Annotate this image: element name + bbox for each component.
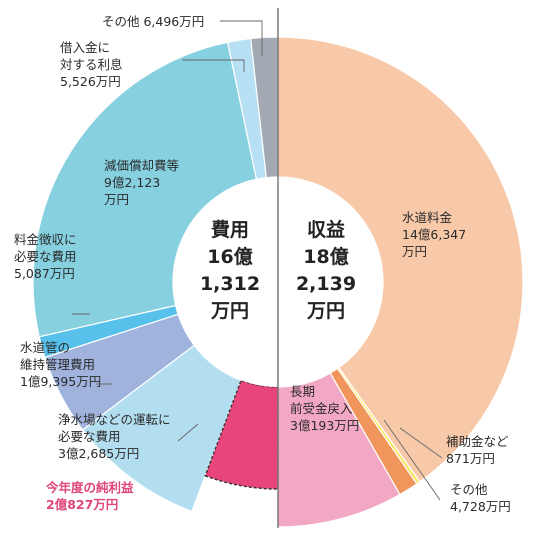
label-revenue-water-fee: 水道料金 14億6,347 万円 [402, 210, 466, 259]
leader-expense-plant-operation [177, 423, 199, 442]
segment-expense-net-profit [204, 379, 279, 490]
label-expense-other: その他 6,496万円 [102, 14, 204, 29]
leader-expense-interest [182, 59, 245, 72]
leader-expense-other [220, 20, 263, 56]
leader-revenue-other [383, 419, 441, 501]
label-revenue-deferred-income: 長期前受金戻入 3億193万円 [290, 384, 359, 433]
label-expense-pipe-maintenance: 水道管の維持管理費用 1億9,395万円 [20, 340, 101, 389]
label-revenue-subsidy: 補助金など 871万円 [446, 434, 509, 466]
label-expense-plant-operation: 浄水場などの運転に必要な費用 3億2,685万円 [58, 412, 171, 461]
label-expense-collection: 料金徴収に必要な費用 5,087万円 [14, 232, 77, 281]
expense-total-label: 費用 16億 1,312 万円 [200, 218, 260, 322]
label-expense-depreciation: 減価償却費等 9億2,123 万円 [104, 158, 179, 207]
segment-expense-plant-operation [81, 344, 242, 513]
leader-revenue-subsidy [399, 427, 443, 459]
revenue-total-label: 収益 18億 2,139 万円 [296, 218, 356, 322]
label-revenue-other: その他 4,728万円 [450, 482, 511, 514]
label-expense-interest: 借入金に対する利息 5,526万円 [60, 40, 123, 89]
label-expense-net-profit: 今年度の純利益 2億827万円 [45, 480, 134, 512]
